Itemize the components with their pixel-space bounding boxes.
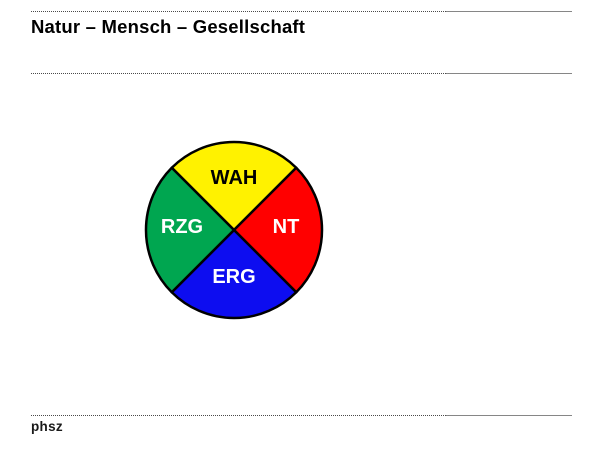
pie-segment-erg bbox=[170, 228, 298, 320]
page-title: Natur – Mensch – Gesellschaft bbox=[31, 16, 306, 37]
pie-segment-rzg bbox=[144, 166, 236, 294]
pie-segment-wah bbox=[170, 140, 298, 232]
footer-logo: phsz bbox=[31, 419, 63, 434]
pie-segment-nt bbox=[232, 166, 324, 294]
divider-under-title bbox=[31, 73, 572, 74]
divider-solid-segment bbox=[446, 415, 572, 416]
divider-dotted-segment bbox=[31, 415, 446, 416]
pie-label-rzg: RZG bbox=[161, 216, 203, 238]
pie-label-erg: ERG bbox=[212, 266, 255, 288]
pie-label-wah: WAH bbox=[211, 167, 258, 189]
pie-label-nt: NT bbox=[273, 216, 300, 238]
divider-top bbox=[31, 11, 572, 12]
pie-chart: WAH NT ERG RZG bbox=[144, 140, 324, 320]
divider-dotted-segment bbox=[31, 73, 446, 74]
divider-dotted-segment bbox=[31, 11, 446, 12]
divider-solid-segment bbox=[446, 73, 572, 74]
divider-solid-segment bbox=[446, 11, 572, 12]
divider-bottom bbox=[31, 415, 572, 416]
